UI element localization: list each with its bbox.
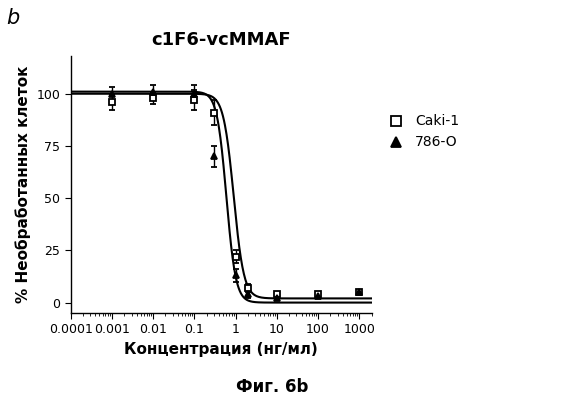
Y-axis label: % Необработанных клеток: % Необработанных клеток (15, 66, 31, 303)
Title: c1F6-vcMMAF: c1F6-vcMMAF (151, 31, 291, 49)
Legend: Caki-1, 786-O: Caki-1, 786-O (382, 114, 459, 149)
X-axis label: Концентрация (нг/мл): Концентрация (нг/мл) (124, 342, 318, 357)
Text: Фиг. 6b: Фиг. 6b (237, 378, 309, 396)
Text: b: b (6, 8, 19, 28)
